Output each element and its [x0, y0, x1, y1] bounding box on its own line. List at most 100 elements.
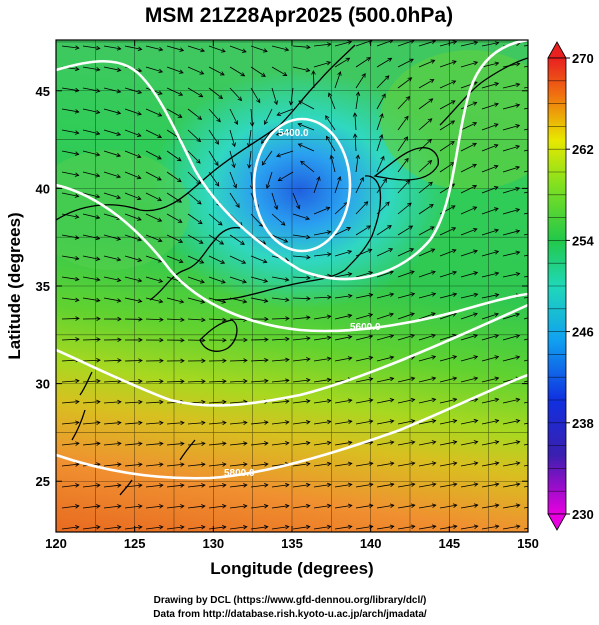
- wind-vector: [82, 108, 100, 114]
- wind-arrowhead: [515, 62, 521, 67]
- wind-arrowhead: [136, 175, 142, 180]
- wind-arrowhead: [537, 504, 541, 508]
- wind-arrowhead: [494, 355, 500, 360]
- wind-arrowhead: [180, 317, 185, 323]
- wind-vector: [502, 398, 520, 404]
- wind-vector: [418, 356, 436, 362]
- wind-arrowhead: [410, 376, 416, 382]
- wind-arrowhead: [201, 441, 206, 446]
- wind-vector: [460, 293, 478, 299]
- wind-arrowhead: [96, 441, 101, 446]
- wind-arrowhead: [431, 419, 437, 424]
- wind-arrowhead: [494, 250, 500, 255]
- wind-arrowhead: [410, 333, 416, 339]
- wind-vector: [187, 234, 204, 244]
- wind-vector: [103, 359, 122, 362]
- wind-vector: [145, 297, 163, 303]
- colorbar-ticks: 230 238 246 254 262 270: [548, 51, 594, 522]
- wind-arrowhead: [116, 194, 122, 200]
- wind-vector: [334, 295, 352, 299]
- wind-vector: [439, 334, 457, 341]
- wind-vector: [250, 66, 266, 77]
- wind-arrowhead: [138, 420, 143, 426]
- wind-arrowhead: [285, 316, 290, 321]
- wind-arrowhead: [493, 123, 499, 128]
- wind-arrowhead: [138, 399, 143, 405]
- wind-vector: [124, 213, 142, 221]
- wind-vector: [460, 122, 477, 131]
- wind-vector: [355, 225, 371, 236]
- wind-arrowhead: [409, 58, 414, 63]
- wind-arrowhead: [95, 67, 101, 72]
- wind-vector: [334, 314, 352, 320]
- wind-vector: [61, 129, 79, 134]
- wind-vector: [523, 401, 528, 404]
- wind-vector: [103, 463, 121, 467]
- wind-vector: [313, 336, 331, 341]
- wind-arrowhead: [280, 221, 286, 226]
- sakhalin-coast: [439, 57, 528, 126]
- wind-arrowhead: [473, 333, 479, 339]
- wind-arrowhead: [316, 176, 321, 181]
- wind-vector: [61, 192, 79, 197]
- wind-arrowhead: [346, 227, 352, 232]
- wind-arrowhead: [494, 503, 500, 508]
- wind-arrowhead: [380, 155, 385, 161]
- wind-arrowhead: [473, 503, 479, 508]
- wind-arrowhead: [220, 259, 226, 264]
- wind-vector: [271, 526, 289, 530]
- wind-vector: [523, 191, 528, 194]
- wind-arrowhead: [243, 358, 248, 363]
- wind-vector: [82, 484, 100, 488]
- wind-arrowhead: [410, 419, 416, 424]
- wind-vector: [208, 150, 219, 166]
- wind-streamlines: [61, 40, 541, 530]
- wind-vector: [145, 505, 163, 509]
- wind-arrowhead: [431, 440, 437, 445]
- contour-5700: [56, 303, 528, 407]
- wind-vector: [523, 317, 528, 320]
- wind-vector: [292, 337, 310, 341]
- wind-vector: [460, 313, 478, 320]
- wind-arrowhead: [117, 378, 122, 384]
- wind-vector: [418, 398, 436, 404]
- wind-vector: [418, 40, 436, 47]
- wind-arrowhead: [473, 312, 478, 317]
- wind-arrowhead: [359, 176, 364, 182]
- wind-arrowhead: [305, 482, 311, 488]
- wind-arrowhead: [515, 165, 521, 171]
- mainland-coast: [56, 44, 356, 221]
- wind-arrowhead: [537, 335, 541, 339]
- wind-vector: [292, 484, 310, 488]
- wind-arrowhead: [473, 376, 479, 381]
- contour-label-5800: 5800.0: [224, 468, 255, 479]
- wind-vector: [61, 401, 79, 404]
- wind-vector: [145, 45, 163, 51]
- wind-vector: [229, 401, 247, 404]
- wind-arrowhead: [74, 151, 80, 156]
- wind-vector: [61, 234, 79, 239]
- wind-arrowhead: [368, 293, 374, 298]
- wind-arrowhead: [494, 207, 499, 212]
- wind-arrowhead: [234, 120, 239, 126]
- wind-arrowhead: [241, 48, 247, 53]
- wind-vector: [208, 129, 219, 145]
- wind-vector: [439, 462, 457, 467]
- wind-vector: [229, 318, 248, 321]
- wind-arrowhead: [428, 181, 433, 187]
- wind-arrowhead: [494, 271, 500, 276]
- wind-vector: [61, 526, 79, 530]
- wind-arrowhead: [199, 70, 205, 75]
- wind-vector: [82, 192, 100, 198]
- wind-arrowhead: [137, 111, 142, 116]
- wind-arrowhead: [311, 70, 316, 75]
- wind-arrowhead: [117, 420, 122, 426]
- wind-arrowhead: [200, 299, 206, 304]
- wind-arrowhead: [493, 164, 499, 170]
- wind-vector: [124, 255, 142, 262]
- wind-vector: [103, 192, 121, 199]
- wind-arrowhead: [74, 525, 80, 530]
- wind-arrowhead: [431, 312, 436, 317]
- wind-vector: [124, 484, 142, 488]
- wind-arrowhead: [116, 131, 122, 137]
